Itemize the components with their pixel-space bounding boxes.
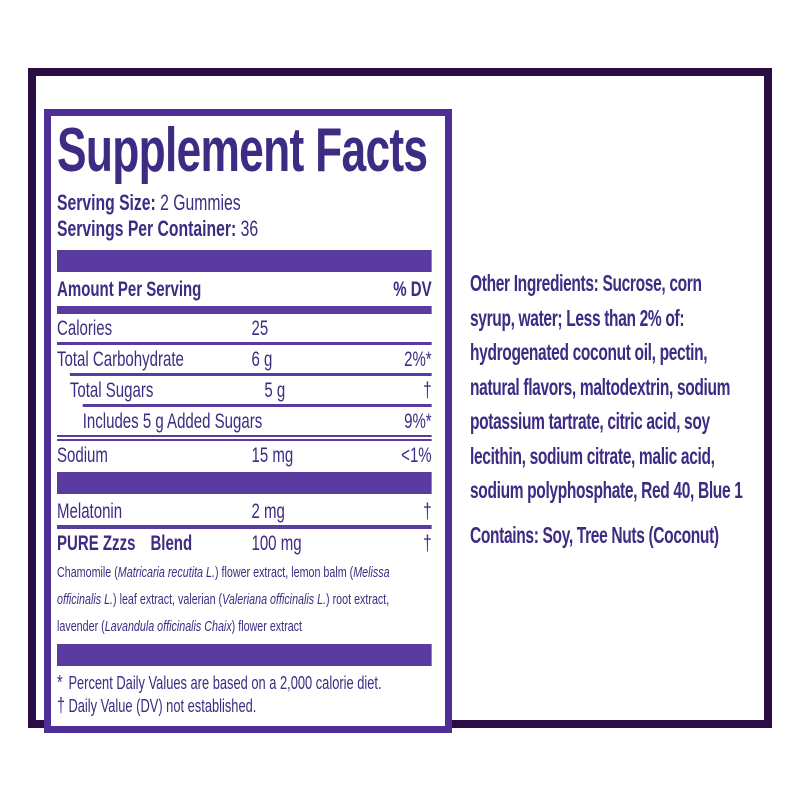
blend-text-segment: lavender ( [57, 618, 105, 635]
nutrient-amount: 6 g [251, 348, 273, 371]
blend-text-segment: ) root extract, [326, 591, 390, 608]
table-row: PURE Zzzs Blend 100 mg † [57, 529, 432, 557]
other-ingredients-line: Other Ingredients: Sucrose, corn [470, 270, 702, 296]
table-row: Total Sugars 5 g † [57, 376, 432, 404]
contains-label: Contains: [470, 521, 539, 548]
blend-description-line: Chamomile (Matricaria recutita L.) flowe… [57, 559, 432, 586]
nutrient-dv: † [423, 532, 432, 555]
row-separator [69, 373, 432, 376]
servings-per-container-label: Servings Per Container: [57, 216, 237, 241]
divider-bar-header [57, 306, 432, 314]
blend-description-line: officinalis L.) leaf extract, valerian (… [57, 586, 432, 613]
other-ingredients-paragraph: Other Ingredients: Sucrose, corn syrup, w… [470, 266, 764, 508]
table-row: Melatonin 2 mg † [57, 497, 432, 525]
row-separator [82, 404, 432, 407]
blend-description: Chamomile (Matricaria recutita L.) flowe… [57, 559, 432, 640]
blend-text-segment: ) leaf extract, valerian ( [113, 591, 223, 608]
servings-per-container-line: Servings Per Container: 36 [57, 216, 432, 242]
table-row: Total Carbohydrate 6 g 2%* [57, 345, 432, 373]
nutrient-amount: 2 mg [251, 500, 285, 523]
nutrient-rows: Calories 25 Total Carbohydrate 6 g 2%* Total … [57, 314, 432, 557]
nutrient-amount: 15 mg [251, 444, 294, 467]
blend-text-segment: ) flower extract [231, 618, 303, 635]
serving-size-line: Serving Size: 2 Gummies [57, 190, 432, 216]
blend-text-segment: officinalis L. [57, 591, 114, 608]
divider-bar-top [57, 250, 432, 272]
blend-text-segment: Chamomile ( [57, 564, 118, 581]
nutrient-name: Calories [57, 317, 113, 340]
footnote-text: Daily Value (DV) not established. [68, 696, 257, 716]
servings-per-container-value: 36 [240, 216, 259, 241]
serving-size-label: Serving Size: [57, 190, 156, 215]
other-ingredients-line: lecithin, sodium citrate, malic acid, [470, 442, 715, 469]
percent-dv-header: % DV [393, 278, 432, 301]
footnotes: * Percent Daily Values are based on a 2,0… [57, 672, 432, 718]
nutrient-dv: 2%* [404, 348, 432, 371]
footnote-text: Percent Daily Values are based on a 2,00… [68, 673, 382, 693]
blend-text-segment: Valeriana officinalis L. [222, 591, 327, 608]
nutrient-name: Melatonin [57, 500, 123, 523]
table-row: Calories 25 [57, 314, 432, 342]
row-separator [57, 435, 432, 441]
label-outer-border: Supplement Facts Serving Size: 2 Gummies… [28, 68, 772, 733]
footnote: † Daily Value (DV) not established. [57, 695, 432, 718]
nutrient-dv: † [423, 500, 432, 523]
other-ingredients-line: natural flavors, maltodextrin, sodium [470, 373, 731, 400]
nutrient-name: PURE Zzzs Blend [57, 532, 193, 555]
facts-content: Supplement Facts Serving Size: 2 Gummies… [57, 120, 432, 718]
nutrient-dv: <1% [401, 444, 432, 467]
blend-text-segment: Melissa [353, 564, 390, 581]
table-row: Includes 5 g Added Sugars 9%* [57, 407, 432, 435]
nutrient-amount: 5 g [264, 379, 286, 402]
row-separator [57, 472, 432, 494]
right-column: Other Ingredients: Sucrose, corn syrup, w… [470, 266, 764, 550]
nutrient-name: Includes 5 g Added Sugars [82, 410, 263, 433]
nutrient-amount: 25 [251, 317, 269, 340]
table-row: Sodium 15 mg <1% [57, 441, 432, 469]
blend-description-line: lavender (Lavandula officinalis Chaix) f… [57, 613, 432, 640]
divider-bar-bottom [57, 644, 432, 666]
other-ingredients-line: syrup, water; Less than 2% of: [470, 304, 685, 331]
blend-text-segment: Lavandula officinalis Chaix [104, 618, 232, 635]
other-ingredients-line: sodium polyphosphate, Red 40, Blue 1 [470, 477, 743, 503]
panel-title: Supplement Facts [57, 116, 428, 185]
serving-size-value: 2 Gummies [160, 190, 241, 215]
nutrient-name: Sodium [57, 444, 108, 467]
blend-text-segment: Matricaria recutita L. [117, 564, 215, 581]
contains-value: Soy, Tree Nuts (Coconut) [542, 521, 720, 548]
other-ingredients-line: hydrogenated coconut oil, pectin, [470, 339, 708, 365]
other-ingredients-line: potassium tartrate, citric acid, soy [470, 408, 710, 434]
nutrient-amount: 100 mg [251, 532, 302, 555]
footnote-symbol: † [57, 695, 65, 717]
blend-text-segment: ) flower extract, lemon balm ( [214, 564, 354, 581]
contains-line: Contains: Soy, Tree Nuts (Coconut) [470, 520, 764, 550]
supplement-facts-panel: Supplement Facts Serving Size: 2 Gummies… [44, 109, 452, 733]
footnote: * Percent Daily Values are based on a 2,0… [57, 672, 432, 695]
table-header-row: Amount Per Serving % DV [57, 272, 432, 306]
nutrient-dv: 9%* [404, 410, 432, 433]
footnote-symbol: * [57, 672, 63, 694]
row-separator [57, 342, 432, 345]
nutrient-dv: † [423, 379, 432, 402]
nutrient-name: Total Carbohydrate [57, 348, 184, 371]
amount-per-serving-header: Amount Per Serving [57, 278, 202, 301]
row-separator [57, 525, 432, 529]
nutrient-name: Total Sugars [69, 379, 154, 402]
